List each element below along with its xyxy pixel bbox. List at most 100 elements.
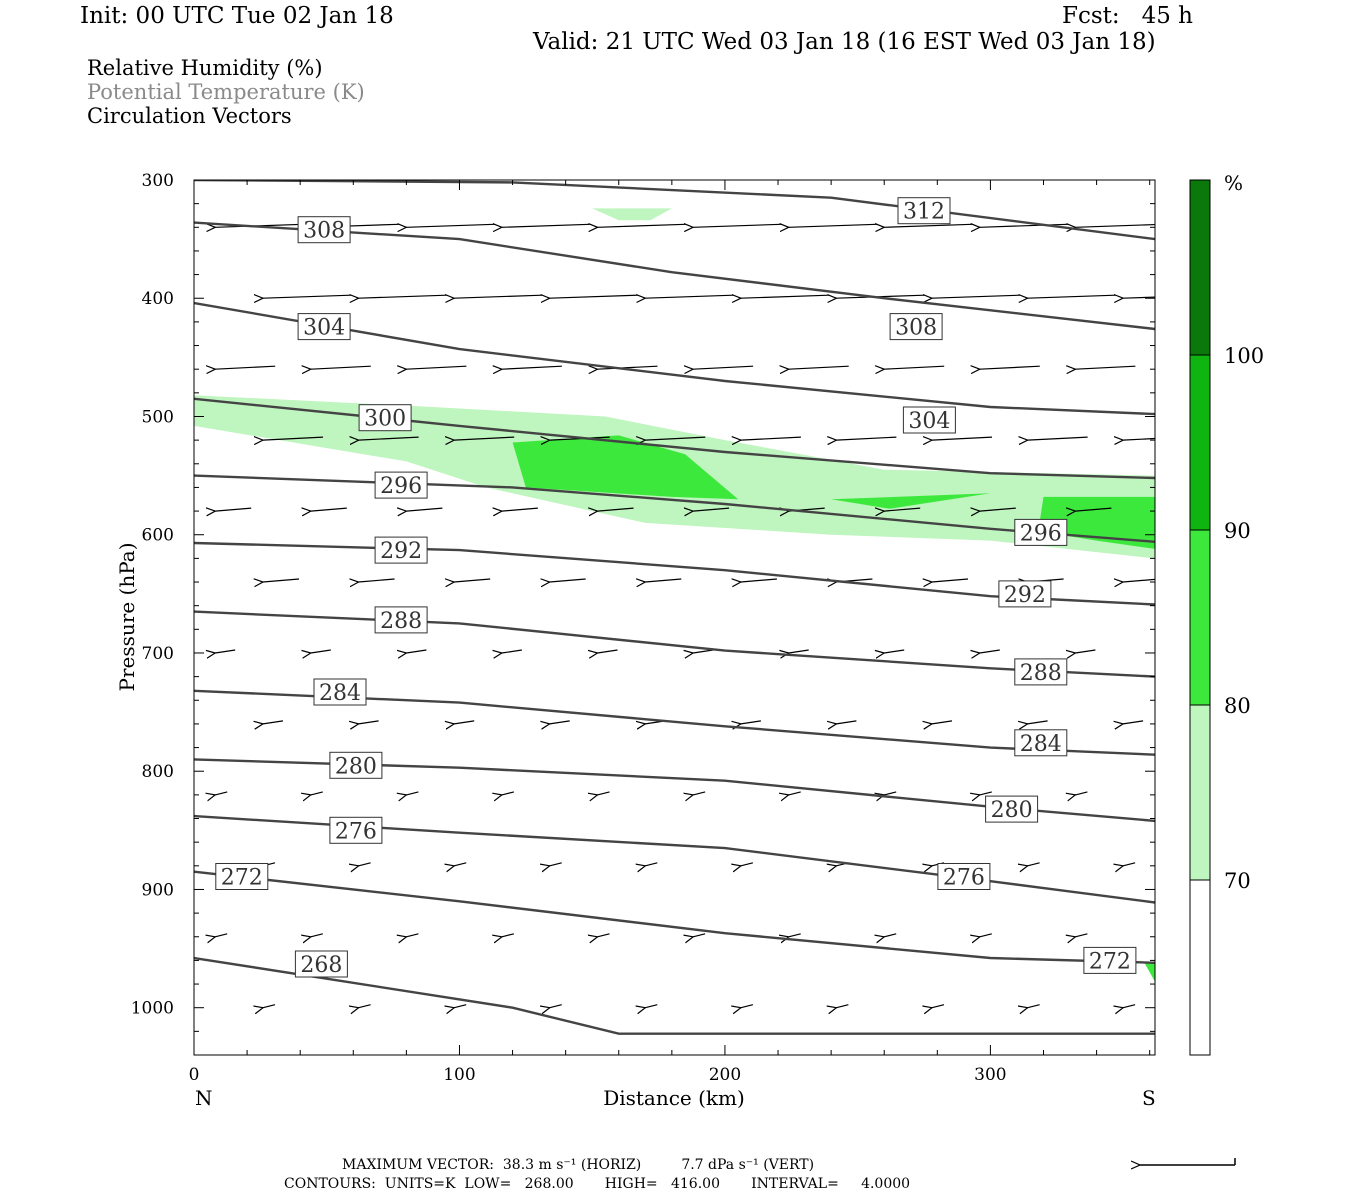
- circulation-vector: [215, 508, 252, 511]
- circulation-vector: [741, 1004, 754, 1008]
- colorbar: 70 80 90 100: [1189, 179, 1264, 1056]
- max-vector-note: MAXIMUM VECTOR: 38.3 m s⁻¹ (HORIZ) 7.7 d…: [342, 1157, 815, 1173]
- circulation-vector: [1075, 508, 1112, 511]
- circulation-vector: [311, 933, 323, 937]
- theta-label-312: 312: [903, 200, 945, 225]
- circulation-vector: [406, 791, 419, 795]
- circulation-vector: [884, 508, 921, 511]
- circulation-vector: [693, 366, 754, 369]
- circulation-vector: [263, 437, 324, 440]
- circulation-vector: [1123, 437, 1155, 440]
- reference-vector: [1140, 1158, 1236, 1165]
- circulation-vector: [789, 649, 809, 653]
- contours-note: CONTOURS: UNITS=K LOW= 268.00 HIGH= 416.…: [284, 1176, 911, 1192]
- theta-label-box: [329, 816, 383, 844]
- theta-label-box: [1014, 658, 1068, 686]
- circulation-vector: [1028, 437, 1088, 440]
- circulation-vector: [454, 862, 467, 866]
- y-tick-label: 1000: [131, 999, 174, 1019]
- circulation-vector: [263, 295, 352, 298]
- x-tick-label: 200: [709, 1065, 741, 1085]
- theta-contour-labels: 312 308 308 304 304 300 296 296 292 292 288 288 284 2…: [215, 197, 1137, 978]
- circulation-vector: [1123, 295, 1155, 298]
- circulation-vector: [215, 791, 228, 795]
- colorbar-segment: [1189, 354, 1211, 531]
- circulation-vector: [406, 508, 443, 511]
- circulation-vector: [1123, 862, 1136, 866]
- circulation-vector: [598, 366, 658, 369]
- circulation-vectors: [215, 224, 1155, 1008]
- circulation-vector: [550, 862, 562, 866]
- theta-label-284: 284: [319, 681, 361, 706]
- circulation-vector: [980, 933, 992, 937]
- theta-label-box: [358, 404, 412, 432]
- y-tick-label: 300: [142, 171, 174, 191]
- colorbar-unit: %: [1224, 171, 1243, 195]
- y-tick-label: 400: [142, 289, 174, 309]
- circulation-vector: [215, 649, 236, 653]
- circulation-vector: [359, 295, 447, 298]
- forecast-hour: Fcst: 45 h: [1062, 3, 1193, 29]
- theta-label-box: [374, 536, 428, 564]
- theta-label-box: [897, 197, 951, 225]
- rh-region-80-5: [1144, 962, 1155, 982]
- circulation-vector: [502, 366, 562, 369]
- circulation-vector: [263, 579, 300, 582]
- y-axis-title: Pressure (hPa): [115, 543, 139, 692]
- circulation-vector: [215, 366, 276, 369]
- circulation-vector: [980, 508, 1016, 511]
- circulation-vector: [598, 224, 686, 227]
- circulation-vector: [1123, 1004, 1136, 1008]
- circulation-vector: [645, 862, 658, 866]
- circulation-vector: [454, 1004, 467, 1008]
- circulation-vector: [406, 224, 495, 227]
- theta-label-box: [297, 216, 351, 244]
- rh-region-80-3: [831, 493, 991, 509]
- circulation-vector: [693, 508, 730, 511]
- y-tick-label: 500: [142, 407, 174, 427]
- y-tick-label: 600: [142, 526, 174, 546]
- circulation-vector: [884, 366, 945, 369]
- theta-label-272: 272: [221, 866, 263, 891]
- circulation-vector: [406, 933, 419, 937]
- circulation-vector: [741, 295, 829, 298]
- circulation-vector: [550, 295, 638, 298]
- theta-label-296: 296: [380, 474, 422, 499]
- valid-time: Valid: 21 UTC Wed 03 Jan 18 (16 EST Wed …: [533, 29, 1156, 55]
- theta-label-box: [902, 406, 956, 434]
- circulation-vector: [359, 437, 419, 440]
- init-time: Init: 00 UTC Tue 02 Jan 18: [80, 3, 394, 29]
- colorbar-segment: [1189, 179, 1211, 356]
- theta-label-288: 288: [1020, 661, 1062, 686]
- circulation-vector: [311, 508, 347, 511]
- theta-label-box: [1014, 518, 1068, 546]
- circulation-vector: [980, 791, 992, 795]
- circulation-vector: [932, 1004, 945, 1008]
- theta-contour-268: [194, 956, 1155, 1035]
- y-tick-label: 800: [142, 762, 174, 782]
- circulation-vector: [263, 720, 284, 724]
- circulation-vector: [1028, 862, 1040, 866]
- circulation-vector: [598, 649, 618, 653]
- theta-label-268: 268: [300, 953, 342, 978]
- circulation-vector: [550, 1004, 562, 1008]
- circulation-vector: [741, 437, 801, 440]
- circulation-vector: [884, 933, 897, 937]
- theta-label-box: [294, 950, 348, 978]
- circulation-vector: [359, 1004, 371, 1008]
- circulation-vector: [550, 720, 570, 724]
- theta-label-300: 300: [364, 407, 406, 432]
- circulation-vector: [980, 649, 1000, 653]
- theta-label-304: 304: [303, 316, 345, 341]
- circulation-vector: [693, 791, 706, 795]
- circulation-vector: [1075, 224, 1155, 227]
- circulation-vector: [645, 437, 706, 440]
- colorbar-label-100: 100: [1224, 344, 1264, 368]
- colorbar-label-70: 70: [1224, 869, 1251, 893]
- circulation-vector: [215, 933, 228, 937]
- theta-label-308: 308: [303, 219, 345, 244]
- circulation-vector: [789, 933, 801, 937]
- circulation-vector: [502, 791, 515, 795]
- north-label: N: [195, 1086, 213, 1110]
- theta-contour-288: [194, 610, 1155, 678]
